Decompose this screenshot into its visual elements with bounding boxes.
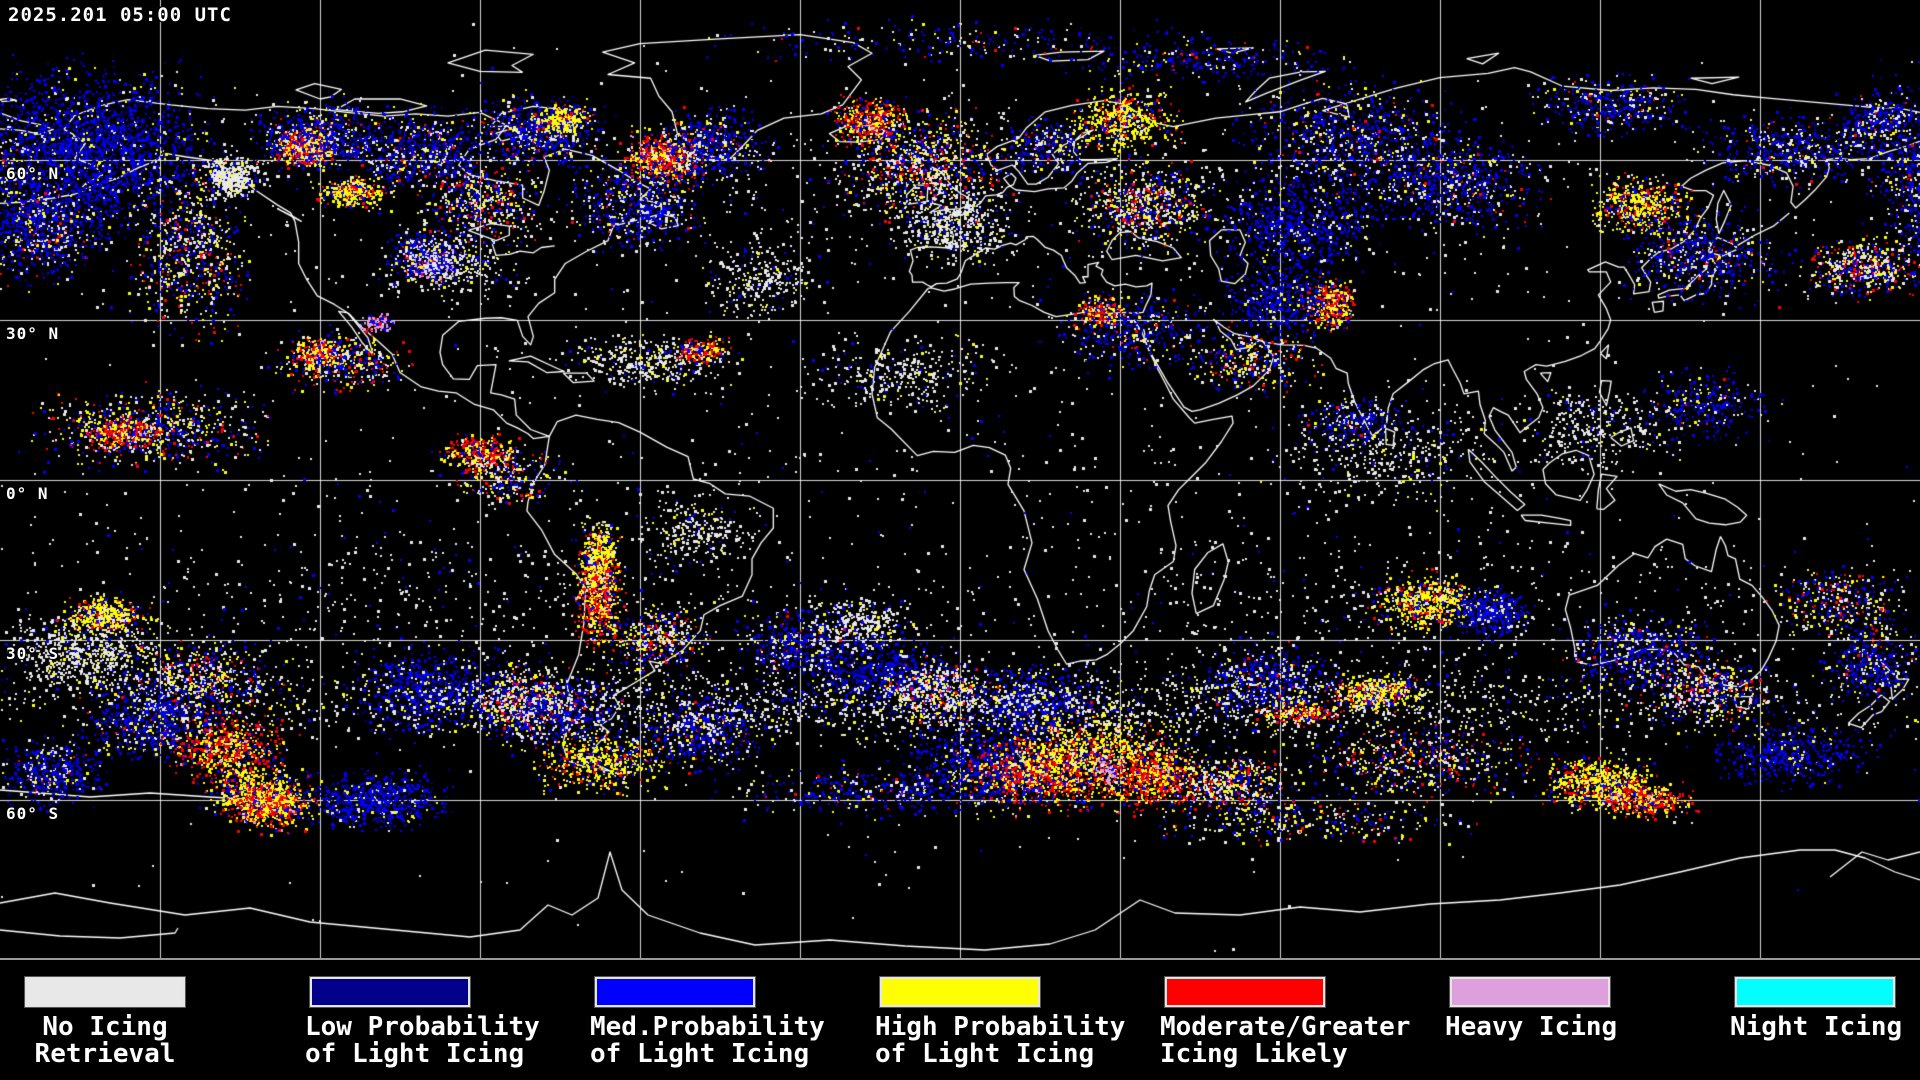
legend-item-low-prob-light-icing: Low Probability of Light Icing [305, 960, 540, 1080]
legend-swatch-moderate-greater-icing [1165, 977, 1325, 1007]
legend-swatch-no-icing-retrieval [25, 977, 185, 1007]
legend-label-med-prob-light-icing: Med.Probability of Light Icing [590, 1012, 825, 1069]
legend-item-heavy-icing: Heavy Icing [1445, 960, 1618, 1080]
legend-item-high-prob-light-icing: High Probability of Light Icing [875, 960, 1126, 1080]
legend-item-night-icing: Night Icing [1730, 960, 1903, 1080]
lat-label-30s: 30° S [6, 644, 60, 663]
legend-item-moderate-greater-icing: Moderate/Greater Icing Likely [1160, 960, 1411, 1080]
legend-label-moderate-greater-icing: Moderate/Greater Icing Likely [1160, 1012, 1411, 1069]
world-map: 2025.201 05:00 UTC 60° N 30° N 0° N 30° S 60… [0, 0, 1920, 960]
legend-swatch-high-prob-light-icing [880, 977, 1040, 1007]
lat-label-60s: 60° S [6, 804, 60, 823]
legend-label-heavy-icing: Heavy Icing [1445, 1012, 1618, 1042]
legend-item-no-icing-retrieval: No Icing Retrieval [20, 960, 190, 1080]
world-map-canvas [0, 0, 1920, 958]
legend-label-low-prob-light-icing: Low Probability of Light Icing [305, 1012, 540, 1069]
legend-swatch-med-prob-light-icing [595, 977, 755, 1007]
legend-label-high-prob-light-icing: High Probability of Light Icing [875, 1012, 1126, 1069]
legend-swatch-heavy-icing [1450, 977, 1610, 1007]
lat-label-30n: 30° N [6, 324, 60, 343]
legend-swatch-low-prob-light-icing [310, 977, 470, 1007]
legend-item-med-prob-light-icing: Med.Probability of Light Icing [590, 960, 825, 1080]
lat-label-60n: 60° N [6, 164, 60, 183]
legend-label-no-icing-retrieval: No Icing Retrieval [34, 1012, 176, 1069]
legend-label-night-icing: Night Icing [1730, 1012, 1903, 1042]
legend-swatch-night-icing [1735, 977, 1895, 1007]
lat-label-0n: 0° N [6, 484, 49, 503]
timestamp: 2025.201 05:00 UTC [8, 4, 232, 26]
legend: No Icing Retrieval Low Probability of Light… [0, 960, 1920, 1080]
